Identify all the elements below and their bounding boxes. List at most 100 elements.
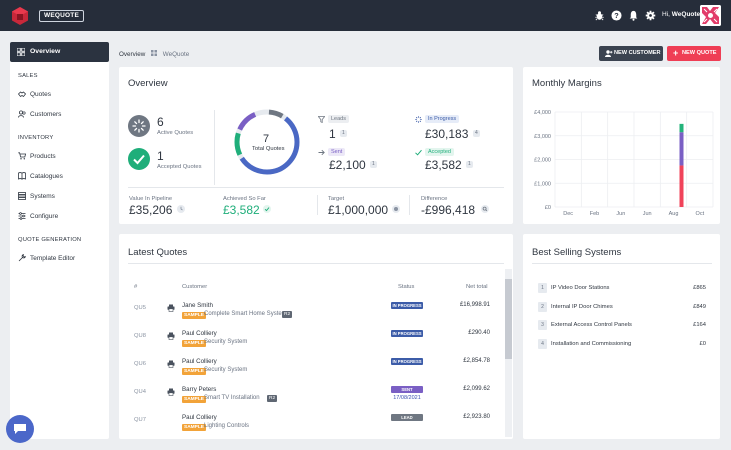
printer-icon[interactable]: [167, 360, 175, 368]
column-header-status: Status: [398, 284, 415, 290]
sample-tag: SAMPLE: [182, 396, 206, 403]
user-greeting[interactable]: Hi, WeQuote: [662, 11, 701, 18]
new-quote-label: NEW QUOTE: [682, 50, 717, 56]
chart-bar-segment: [679, 165, 684, 207]
donut-segment-progress: [234, 109, 300, 175]
progress-spinner-icon: [415, 116, 422, 123]
sidebar-item-template-editor[interactable]: Template Editor: [10, 252, 109, 266]
sidebar-item-overview[interactable]: Overview: [10, 42, 109, 62]
x-tick-label: Jun: [643, 211, 652, 217]
system-value: £164: [693, 322, 706, 328]
chart-bar-segment: [679, 132, 684, 166]
svg-text:?: ?: [614, 11, 619, 20]
pipeline-value: £35,206: [129, 203, 173, 217]
arrow-right-icon: [318, 149, 325, 156]
breadcrumb-current: WeQuote: [162, 51, 190, 58]
gear-icon[interactable]: [645, 10, 656, 21]
system-value: £865: [693, 285, 706, 291]
printer-icon[interactable]: [167, 388, 175, 396]
sent-count: 1: [370, 161, 377, 168]
table-row[interactable]: QU6 Paul Colliery SAMPLE Security System IN …: [119, 355, 513, 383]
chat-icon: [14, 424, 26, 434]
quote-id[interactable]: QU6: [134, 361, 146, 367]
monthly-margins-chart: £4,000 £3,000 £2,000 £1,000 £0 Dec Feb Jun Jun Au…: [534, 110, 714, 217]
sidebar-section-inventory: INVENTORY: [18, 135, 54, 141]
list-item[interactable]: 1 IP Video Door Stations £865: [538, 283, 708, 293]
system-name: Internal IP Door Chimes: [551, 304, 613, 310]
bug-icon[interactable]: [594, 10, 605, 21]
avatar[interactable]: [700, 5, 721, 26]
sidebar-item-label: Catalogues: [30, 173, 63, 180]
divider: [128, 187, 504, 188]
scrollbar-track[interactable]: [505, 269, 512, 437]
customer-name[interactable]: Barry Peters: [182, 386, 217, 393]
quote-id[interactable]: QU4: [134, 389, 146, 395]
table-row[interactable]: QU8 Paul Colliery SAMPLE Security System IN …: [119, 327, 513, 355]
filter-icon: [318, 116, 325, 123]
customer-name[interactable]: Paul Colliery: [182, 414, 217, 421]
in-progress-value: £30,183: [425, 127, 469, 141]
help-icon[interactable]: ?: [611, 10, 622, 21]
leads-value: 1: [329, 127, 336, 141]
x-tick-label: Jun: [616, 211, 625, 217]
sidebar-item-customers[interactable]: Customers: [10, 108, 109, 122]
revision-badge: R2: [282, 311, 293, 318]
add-user-icon: [605, 50, 613, 57]
clock-icon: [177, 205, 185, 213]
table-row[interactable]: QU5 Jane Smith SAMPLE Complete Smart Home S…: [119, 299, 513, 327]
accepted-count: 1: [466, 161, 473, 168]
overview-title: Overview: [128, 78, 168, 89]
check-icon: [415, 149, 422, 156]
sidebar-item-configure[interactable]: Configure: [10, 210, 109, 224]
divider: [409, 195, 410, 215]
printer-icon[interactable]: [167, 304, 175, 312]
breadcrumb-root[interactable]: Overview: [119, 51, 146, 58]
new-customer-button[interactable]: NEW CUSTOMER: [599, 46, 663, 61]
status-badge: LEAD: [391, 414, 423, 421]
brand-name[interactable]: WEQUOTE: [39, 10, 84, 22]
target-value: £1,000,000: [328, 203, 389, 217]
sidebar-item-products[interactable]: Products: [10, 150, 109, 164]
best-selling-card: Best Selling Systems: [523, 234, 720, 439]
list-item[interactable]: 3 External Access Control Panels £164: [538, 320, 708, 330]
app-logo-icon[interactable]: [10, 6, 30, 26]
quote-id[interactable]: QU8: [134, 333, 146, 339]
check-badge-icon: [263, 205, 271, 213]
y-tick-label: £0: [545, 205, 551, 211]
customer-name[interactable]: Paul Colliery: [182, 330, 217, 337]
plus-icon: +: [673, 48, 679, 58]
sidebar-item-catalogues[interactable]: Catalogues: [10, 170, 109, 184]
leads-chip: Leads: [328, 115, 349, 123]
quote-id[interactable]: QU5: [134, 305, 146, 311]
users-icon: [18, 110, 26, 118]
rank-badge: 4: [538, 339, 547, 349]
sidebar-item-systems[interactable]: Systems: [10, 190, 109, 204]
revision-badge: R2: [267, 395, 278, 402]
table-row[interactable]: QU4 Barry Peters SAMPLE Smart TV Installati…: [119, 383, 513, 411]
customer-name[interactable]: Jane Smith: [182, 302, 213, 309]
rank-badge: 2: [538, 302, 547, 312]
handshake-icon: [18, 91, 26, 98]
printer-icon[interactable]: [167, 332, 175, 340]
list-item[interactable]: 4 Installation and Commissioning £0: [538, 339, 708, 349]
sidebar-item-label: Customers: [30, 111, 62, 118]
bell-icon[interactable]: [628, 10, 639, 21]
check-circle-icon: [128, 148, 150, 170]
scrollbar-thumb[interactable]: [505, 279, 512, 359]
system-value: £0: [699, 341, 706, 347]
table-row[interactable]: QU7 Paul Colliery SAMPLE Lighting Controls L…: [119, 411, 513, 439]
quote-id[interactable]: QU7: [134, 417, 146, 423]
search-icon: [481, 205, 489, 213]
system-name: Lighting Controls: [204, 423, 250, 429]
column-header-customer: Customer: [182, 284, 208, 290]
new-quote-button[interactable]: + NEW QUOTE: [667, 46, 721, 61]
status-date: 17/08/2021: [393, 395, 421, 401]
spinner-icon: [128, 115, 150, 137]
y-tick-label: £3,000: [534, 134, 551, 140]
sidebar-item-quotes[interactable]: Quotes: [10, 88, 109, 102]
customer-name[interactable]: Paul Colliery: [182, 358, 217, 365]
net-total: £16,998.91: [459, 302, 490, 308]
list-item[interactable]: 2 Internal IP Door Chimes £849: [538, 302, 708, 312]
target-label: Target: [328, 196, 345, 202]
chat-button[interactable]: [6, 415, 34, 443]
